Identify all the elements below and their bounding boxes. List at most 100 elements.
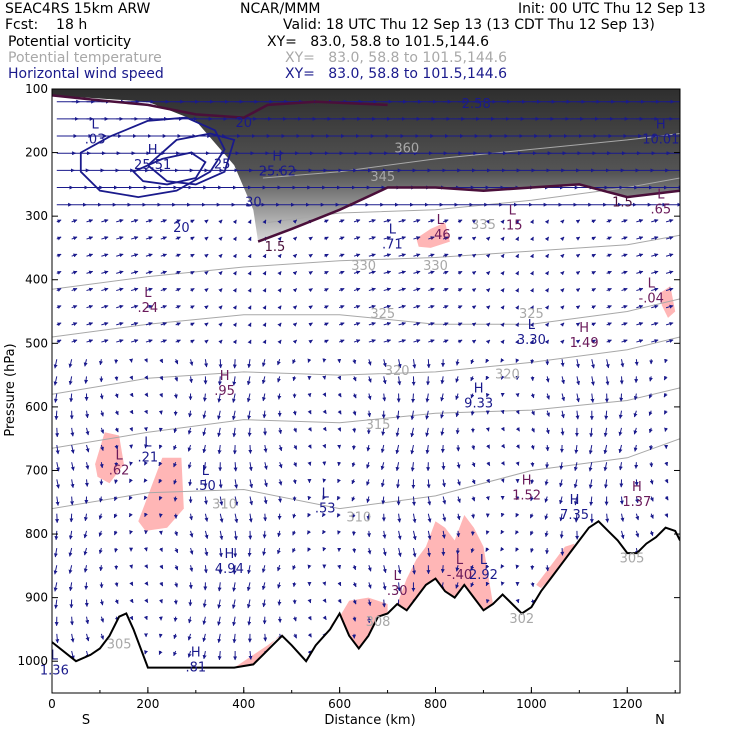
terrain-line	[52, 520, 680, 669]
wind-vector	[413, 339, 421, 343]
wind-vector	[204, 322, 209, 327]
wind-vector	[621, 304, 628, 309]
wind-vector	[55, 444, 60, 455]
wind-vector	[322, 581, 327, 586]
wind-vector	[620, 513, 625, 522]
extremum-label: L1.36	[40, 649, 69, 679]
wind-vector	[606, 236, 612, 241]
wind-vector	[605, 376, 610, 386]
wind-vector	[619, 496, 624, 505]
wind-vector	[353, 236, 361, 241]
wind-vector	[202, 410, 207, 419]
contour-label: 345	[370, 170, 395, 185]
wind-vector	[338, 253, 345, 258]
wind-vector	[651, 321, 659, 326]
wind-vector	[217, 599, 222, 609]
wind-vector	[114, 599, 119, 605]
wind-vector	[485, 564, 490, 570]
wind-vector	[337, 478, 341, 484]
wind-vector	[515, 271, 520, 276]
wind-vector	[471, 496, 476, 502]
wind-vector	[86, 236, 94, 241]
wind-vector	[70, 444, 75, 454]
wind-vector	[175, 305, 181, 309]
wind-vector	[114, 410, 119, 416]
wind-vector	[261, 582, 266, 591]
wind-vector	[307, 444, 312, 449]
extremum-letter: H	[224, 547, 234, 562]
wind-vector	[648, 427, 653, 434]
x-tick-label: 0	[48, 697, 56, 711]
wind-vector	[55, 496, 60, 506]
wind-vector	[292, 236, 298, 241]
wind-vector	[71, 236, 78, 241]
wind-vector	[529, 236, 534, 242]
wind-vector	[500, 288, 505, 293]
wind-vector	[175, 270, 181, 275]
wind-vector	[559, 530, 564, 539]
contour-label: 335	[471, 218, 496, 233]
wind-vector	[292, 305, 298, 310]
wind-vector	[603, 462, 608, 472]
wind-vector	[485, 599, 490, 604]
wind-vector	[442, 339, 449, 344]
wind-vector	[428, 253, 435, 258]
extremum-letter: L	[648, 277, 656, 292]
wind-vector	[530, 479, 535, 485]
wind-vector	[307, 409, 312, 415]
extremum-label: L.21	[138, 436, 159, 466]
extremum-letter: L	[322, 486, 330, 501]
wind-vector	[247, 236, 252, 242]
wind-vector	[440, 565, 445, 574]
wind-vector	[427, 547, 431, 557]
extremum-value: 1.49	[570, 336, 599, 351]
contour-label: 302	[509, 612, 534, 627]
theta-contour-340	[262, 133, 680, 179]
wind-vector	[114, 479, 119, 484]
wind-vector	[619, 393, 624, 402]
wind-vector	[398, 321, 406, 326]
wind-vector	[353, 219, 361, 223]
wind-vector	[324, 219, 329, 224]
wind-vector	[428, 322, 435, 326]
wind-vector	[218, 236, 223, 241]
legend-theta-xy: XY= 83.0, 58.8 to 101.5,144.6	[285, 50, 508, 66]
wind-vector	[249, 479, 254, 489]
wind-vector	[217, 650, 222, 661]
wind-vector	[457, 322, 463, 327]
pink-region-5	[416, 222, 450, 248]
wind-vector	[83, 513, 88, 522]
wind-vector	[455, 393, 460, 400]
wind-vector	[574, 513, 579, 523]
wind-vector	[544, 288, 550, 293]
wind-vector	[412, 513, 417, 524]
wind-vector	[546, 393, 550, 400]
wind-vector	[651, 339, 659, 343]
wind-vector	[559, 479, 564, 488]
wind-vector	[395, 427, 400, 437]
wind-vector	[500, 409, 505, 415]
wind-vector	[53, 359, 58, 369]
wind-vector	[382, 376, 387, 385]
wind-vector	[620, 530, 625, 539]
wind-vector	[383, 253, 392, 258]
wind-vector	[664, 358, 668, 364]
extremum-letter: H	[579, 321, 589, 336]
wind-vector	[188, 479, 193, 487]
wind-vector	[99, 359, 103, 366]
wind-vector	[322, 443, 326, 449]
contour-label: 325	[519, 307, 544, 322]
wind-vector	[292, 253, 298, 259]
contour-label: 30	[245, 196, 262, 211]
extremum-letter: H	[148, 143, 158, 158]
wind-vector	[633, 444, 638, 452]
extremum-value: .62	[109, 463, 130, 478]
wind-vector	[246, 599, 251, 609]
wind-vector	[232, 219, 237, 225]
wind-vector	[100, 444, 104, 451]
wind-vector	[561, 393, 566, 402]
wind-vector	[308, 236, 313, 241]
extremum-value: 4.94	[215, 562, 244, 577]
wind-vector	[145, 270, 153, 275]
wind-vector	[218, 339, 223, 344]
